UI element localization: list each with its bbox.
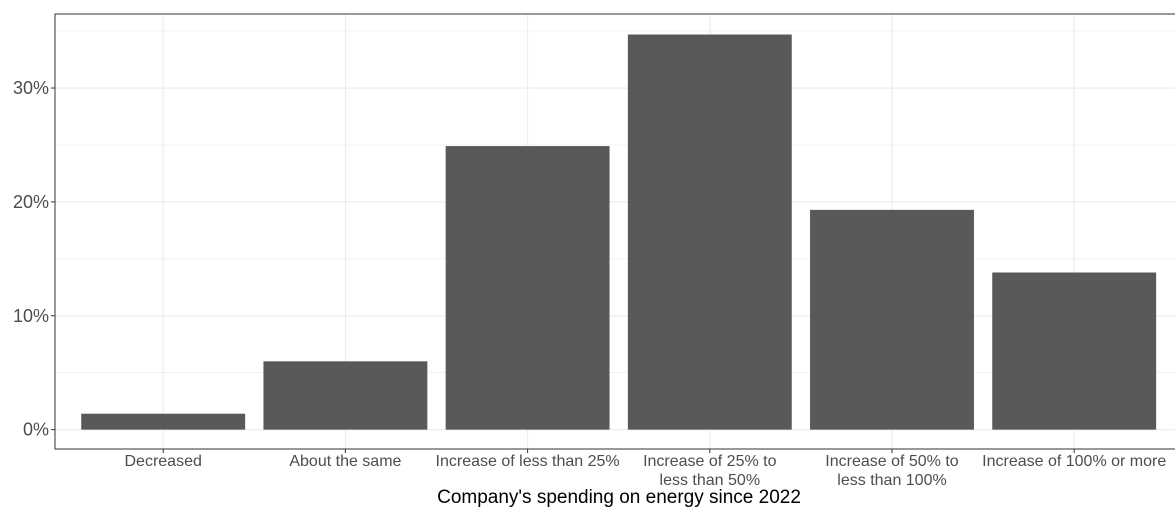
y-tick-label: 30% — [13, 78, 49, 98]
x-tick-label-line: less than 50% — [660, 472, 761, 489]
x-tick-label: About the same — [289, 453, 401, 470]
x-tick-label: Increase of 50% to less than 100% — [825, 453, 959, 489]
x-tick-label-line: About the same — [289, 453, 401, 470]
bar-3 — [445, 146, 610, 430]
x-tick-label-line: Increase of 50% to — [825, 453, 959, 470]
bar-5 — [810, 209, 974, 430]
x-tick-label-line: Increase of 25% to — [643, 453, 777, 470]
x-tick-label: Increase of 25% to less than 50% — [643, 453, 777, 489]
x-tick-label-line: Increase of 100% or more — [982, 453, 1166, 470]
x-tick-label: Decreased — [125, 453, 202, 470]
panel-border — [54, 13, 1175, 450]
x-tick-label-line: Increase of less than 25% — [436, 453, 620, 470]
y-tick-label: 0% — [23, 420, 49, 440]
x-axis-title: Company's spending on energy since 2022 — [437, 487, 801, 508]
bar-2 — [263, 361, 428, 430]
x-tick-label-line: Decreased — [125, 453, 202, 470]
x-tick-label-line: less than 100% — [837, 472, 946, 489]
x-tick-label: Increase of 100% or more — [982, 453, 1166, 470]
y-tick-label: 10% — [13, 306, 49, 326]
bar-6 — [992, 272, 1157, 430]
y-tick-label: 20% — [13, 192, 49, 212]
x-tick-label: Increase of less than 25% — [436, 453, 620, 470]
bars — [81, 34, 1157, 430]
x-axis: Decreased About the same Increase of less … — [125, 449, 1166, 489]
bar-1 — [81, 413, 246, 430]
y-axis: 0% 10% 20% 30% — [13, 78, 55, 440]
bar-4 — [627, 34, 792, 430]
